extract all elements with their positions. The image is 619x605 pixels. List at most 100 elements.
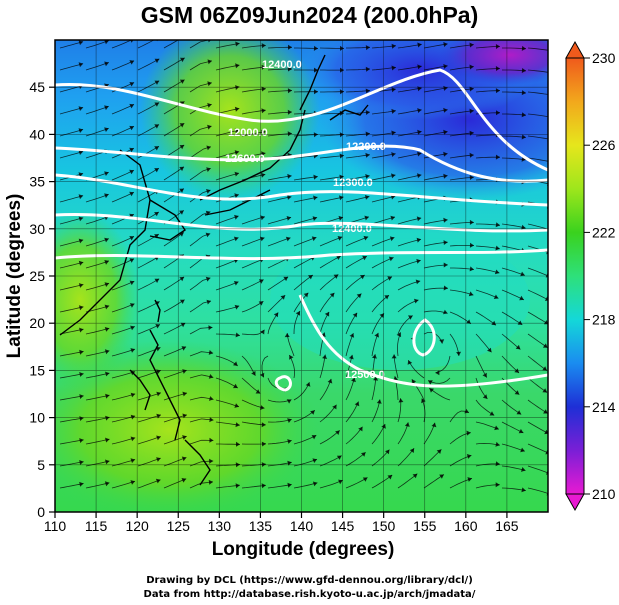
streamline-arrow [206, 299, 211, 305]
streamline-arrow [443, 42, 448, 47]
streamline-arrow [179, 188, 184, 193]
x-tick-label: 110 [44, 518, 67, 534]
streamline-arrow [234, 106, 240, 112]
streamline [371, 45, 396, 49]
streamline-arrow [209, 458, 214, 464]
y-tick-label: 20 [29, 315, 45, 331]
streamline-arrow [396, 332, 402, 338]
streamline [267, 484, 292, 489]
streamline-arrow [373, 376, 379, 381]
streamline-arrow [352, 312, 358, 318]
streamline-arrow [429, 388, 434, 393]
streamline-arrow [542, 343, 548, 348]
streamline [215, 151, 240, 159]
streamline-arrow [260, 329, 265, 335]
streamline-arrow [154, 234, 159, 239]
height-contours [55, 68, 548, 392]
streamline [501, 157, 526, 161]
streamline-arrow [156, 391, 161, 397]
streamline-arrow [104, 327, 110, 332]
streamline-arrow [104, 171, 109, 176]
streamline-arrow [205, 276, 211, 282]
contour-label: 12600.0 [225, 153, 265, 165]
streamline-arrow [379, 313, 384, 318]
coastlines [59, 54, 369, 486]
x-tick-label: 160 [454, 518, 478, 534]
streamline-arrow [544, 296, 548, 301]
streamline-arrow [338, 215, 343, 221]
streamline [189, 40, 210, 49]
streamline [319, 236, 343, 247]
streamline-arrow [417, 42, 422, 48]
streamline-arrow [305, 382, 311, 387]
streamline [215, 305, 240, 313]
streamline-arrow [155, 478, 161, 484]
streamline-arrow [482, 394, 488, 399]
streamline [293, 292, 309, 313]
streamline-arrow [469, 219, 474, 225]
streamline-arrow [105, 437, 110, 443]
streamline-arrow [287, 66, 292, 72]
streamline [241, 484, 266, 489]
streamline-arrow [443, 64, 448, 69]
streamline-arrow [351, 377, 356, 383]
streamline-arrow [398, 398, 404, 403]
streamline-arrow [407, 360, 413, 365]
streamline-arrow [255, 389, 261, 394]
streamline-arrow [466, 430, 471, 436]
streamline [397, 65, 422, 71]
streamline-arrow [78, 172, 84, 178]
streamline-arrow [78, 150, 84, 155]
streamline-arrow [520, 271, 525, 277]
streamline [111, 437, 136, 445]
streamline-arrow [179, 276, 185, 282]
streamline [215, 355, 238, 367]
streamline-arrow [79, 327, 84, 333]
x-tick-label: 130 [208, 518, 232, 534]
streamline-arrow [408, 315, 413, 320]
y-axis-title: Latitude (degrees) [4, 194, 25, 359]
streamline-arrow [261, 151, 266, 157]
streamline [163, 299, 185, 313]
streamline [293, 382, 310, 401]
streamline [215, 172, 240, 181]
streamline-arrow [207, 81, 212, 87]
streamline-arrow [335, 430, 340, 435]
streamline-arrow [273, 312, 279, 318]
streamline [501, 421, 524, 434]
streamline-arrow [467, 477, 472, 482]
streamline-arrow [391, 108, 396, 114]
streamline-arrow [180, 322, 186, 328]
streamline [189, 168, 211, 181]
streamline [345, 451, 366, 467]
streamline-arrow [261, 108, 266, 114]
streamline-arrow [313, 195, 318, 201]
streamline-arrow [251, 371, 256, 376]
y-tick-label: 40 [29, 126, 45, 142]
streamline [475, 46, 500, 49]
streamline-arrow [362, 255, 367, 261]
streamline [111, 303, 135, 313]
streamline-arrow [154, 168, 159, 173]
streamline-arrow [391, 65, 396, 71]
x-tick-label: 135 [249, 518, 273, 534]
streamline-arrow [78, 128, 84, 133]
credit-line-data: Data from http://database.rish.kyoto-u.a… [143, 589, 476, 600]
streamline-arrow [207, 59, 212, 65]
streamline [189, 104, 212, 115]
streamline-arrow [130, 414, 136, 420]
streamline-arrow [181, 456, 187, 462]
streamline [345, 333, 354, 357]
streamline [371, 399, 381, 423]
streamline-arrow [234, 403, 239, 408]
streamline-arrow [208, 350, 214, 355]
streamline-arrow [372, 354, 377, 359]
streamline-arrow [443, 129, 448, 135]
streamline [397, 280, 421, 291]
streamline-arrow [155, 324, 160, 329]
streamline-arrow [391, 152, 396, 157]
streamline-arrow [105, 393, 110, 399]
streamline-arrow [327, 378, 333, 384]
streamline-arrow [129, 169, 134, 175]
streamline-arrow [521, 487, 526, 493]
